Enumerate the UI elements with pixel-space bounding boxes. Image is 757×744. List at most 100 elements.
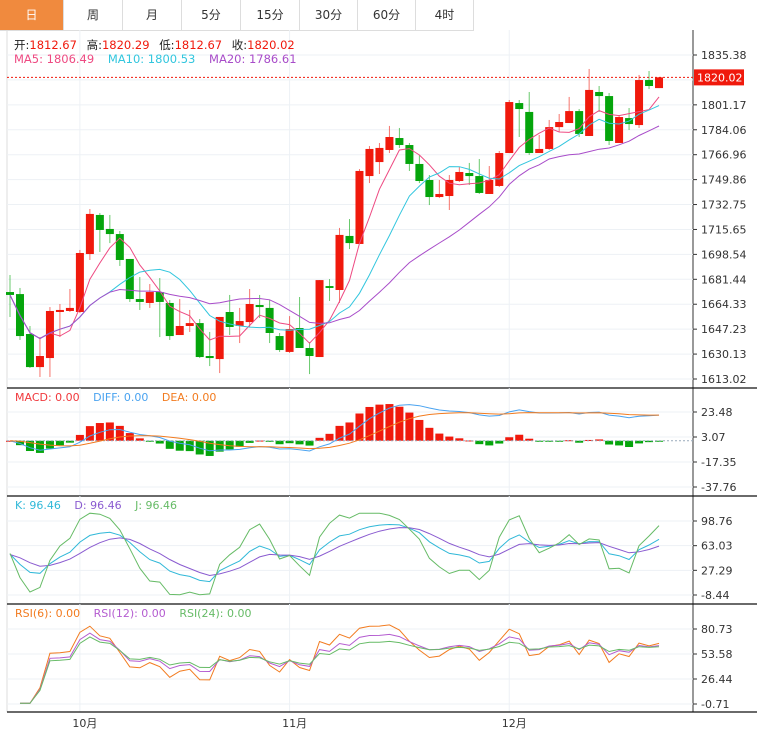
candle-up (455, 171, 464, 182)
ma20-value: MA20: 1786.61 (209, 52, 297, 66)
macd-bar (445, 436, 454, 441)
high-value: 1820.29 (101, 38, 150, 52)
rsi24-line (19, 636, 660, 704)
macd-bar (485, 440, 494, 446)
macd-bar (265, 440, 274, 442)
macd-axis-label: 3.07 (701, 431, 726, 444)
candle-up (385, 137, 394, 150)
macd-bar (165, 440, 174, 449)
main-axis-label: 1681.44 (701, 273, 747, 286)
macd-bar (435, 433, 444, 441)
tab-day[interactable]: 日 (0, 0, 64, 30)
rsi12-line (19, 632, 660, 704)
macd-bar (145, 440, 154, 442)
candle-down (405, 145, 414, 164)
candle-down (135, 299, 144, 302)
month-label: 12月 (502, 717, 527, 730)
current-price-tag (694, 69, 744, 86)
macd-bar (375, 404, 384, 441)
candle-up (235, 321, 244, 326)
candle-down (105, 228, 114, 235)
candle-down (425, 179, 434, 198)
candle-down (575, 111, 584, 134)
candle-down (475, 176, 484, 193)
macd-info: MACD: 0.00 DIFF: 0.00 DEA: 0.00 (15, 391, 226, 404)
kdj-axis-label: 63.03 (701, 540, 733, 553)
candle-up (65, 307, 74, 311)
macd-axis-label: -17.35 (701, 456, 736, 469)
j-line (9, 512, 660, 596)
main-axis-label: 1784.06 (701, 124, 747, 137)
candle-down (205, 356, 214, 359)
tab-week[interactable]: 周 (64, 0, 123, 30)
month-label: 11月 (282, 717, 307, 730)
candle-down (325, 286, 334, 288)
candle-down (25, 334, 34, 368)
main-axis-label: 1835.38 (701, 49, 747, 62)
candle-down (165, 302, 174, 337)
macd-bar (625, 440, 634, 448)
macd-bar (115, 425, 124, 441)
d-value: D: 96.46 (74, 499, 122, 512)
tab-month[interactable]: 月 (123, 0, 182, 30)
macd-bar (545, 440, 554, 442)
open-value: 1812.67 (29, 38, 77, 52)
candle-down (115, 234, 124, 260)
candle-up (215, 316, 224, 360)
macd-bar (65, 440, 74, 443)
macd-bar (455, 438, 464, 441)
tab-4hour[interactable]: 4时 (416, 0, 474, 30)
macd-bar (515, 434, 524, 441)
macd-bar (285, 440, 294, 444)
macd-bar (295, 440, 304, 445)
macd-bar (305, 440, 314, 446)
candle-up (485, 179, 494, 194)
candle-up (335, 234, 344, 291)
rsi-axis-label: 53.58 (701, 648, 733, 661)
candle-up (185, 323, 194, 326)
tab-15min[interactable]: 15分 (241, 0, 300, 30)
dea-value: DEA: 0.00 (161, 391, 217, 404)
open-label: 开: (14, 38, 30, 52)
macd-bar (105, 422, 114, 441)
rsi6-value: RSI(6): 0.00 (15, 607, 81, 620)
macd-bar (185, 440, 194, 452)
candle-down (6, 292, 14, 295)
macd-bar (495, 440, 504, 444)
candle-up (35, 356, 44, 368)
tab-60min[interactable]: 60分 (358, 0, 416, 30)
macd-bar (235, 440, 244, 447)
macd-bar (125, 433, 134, 441)
kdj-axis-label: 98.76 (701, 515, 733, 528)
month-label: 10月 (72, 717, 97, 730)
tab-30min[interactable]: 30分 (300, 0, 358, 30)
low-value: 1812.67 (174, 38, 223, 52)
period-tabs: 日 周 月 5分 15分 30分 60分 4时 (0, 0, 474, 31)
macd-bar (15, 440, 24, 446)
candle-down (225, 312, 234, 328)
macd-bar (175, 440, 184, 451)
k-line (9, 523, 660, 583)
candle-down (345, 235, 354, 244)
k-value: K: 96.46 (15, 499, 61, 512)
current-price-label: 1820.02 (697, 71, 743, 84)
main-axis-label: 1801.17 (701, 99, 747, 112)
macd-bar (505, 437, 514, 441)
candle-up (285, 329, 294, 352)
main-axis-label: 1715.65 (701, 223, 747, 236)
macd-bar (55, 440, 64, 446)
rsi6-line (19, 624, 660, 704)
candle-up (365, 148, 374, 177)
ohlc-info: 开:1812.67 高:1820.29 低:1812.67 收:1820.02 (14, 37, 301, 53)
candle-down (605, 96, 614, 141)
candle-up (45, 310, 54, 359)
rsi-axis-label: 80.73 (701, 623, 733, 636)
candle-up (375, 147, 384, 163)
macd-bar (565, 440, 574, 442)
macd-axis-label: 23.48 (701, 406, 733, 419)
tab-5min[interactable]: 5分 (182, 0, 241, 30)
macd-bar (365, 406, 374, 441)
macd-bar (335, 425, 344, 441)
macd-bar (405, 412, 414, 441)
